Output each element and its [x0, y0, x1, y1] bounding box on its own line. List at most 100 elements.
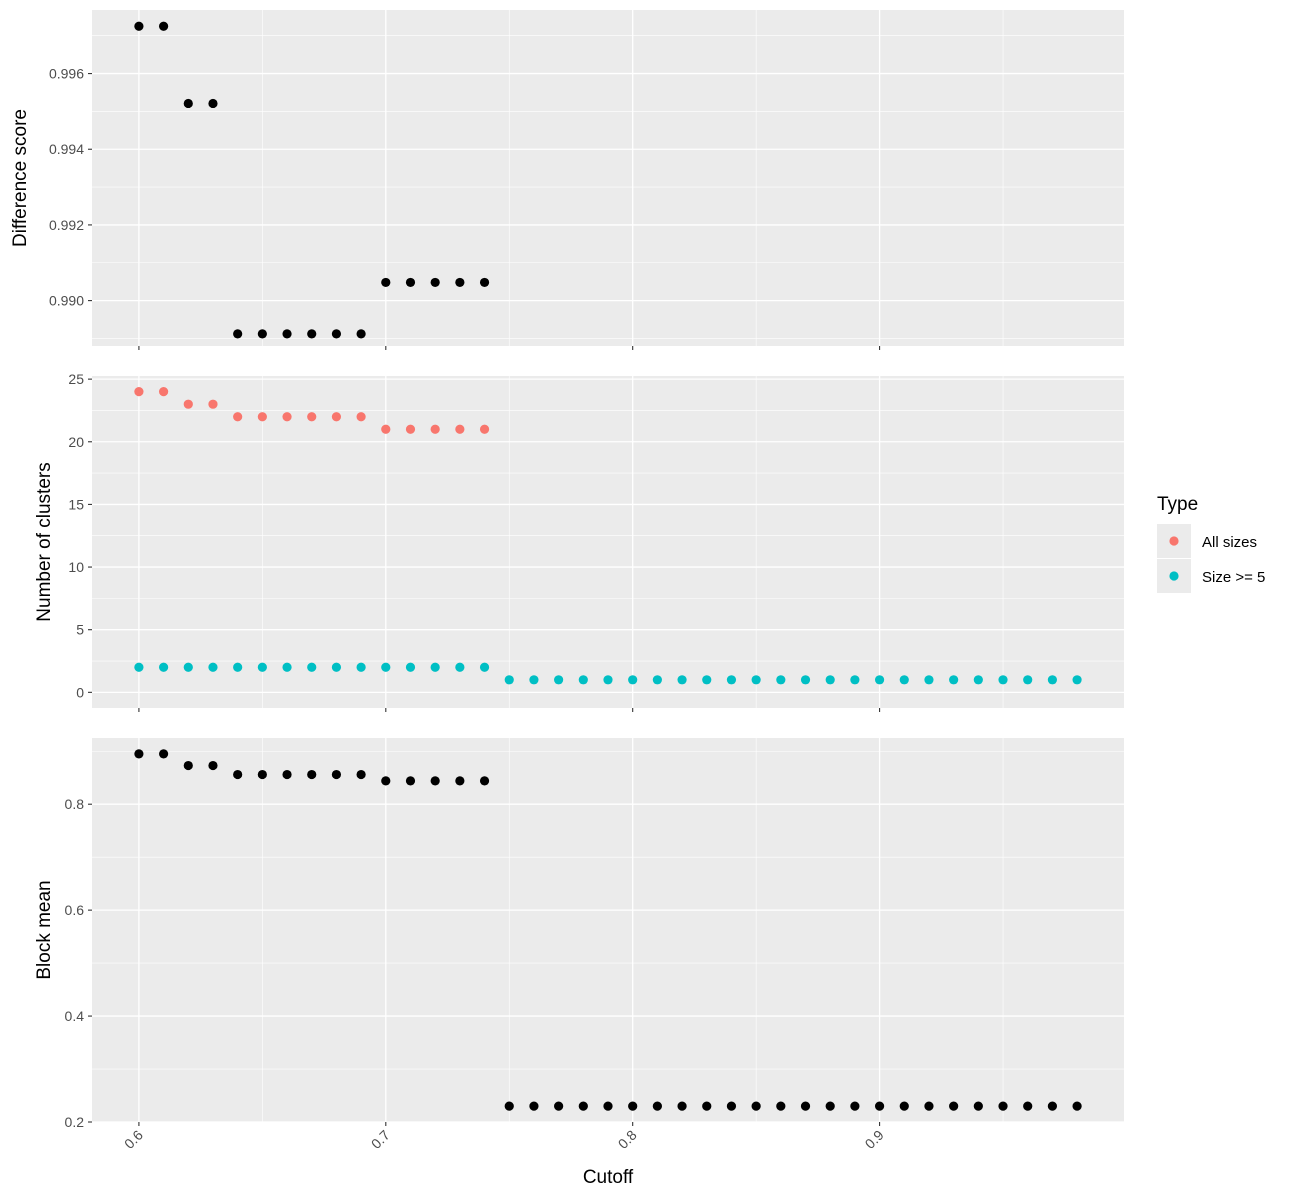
- point-all-sizes: [405, 424, 416, 434]
- x-tick-label: 0.7: [368, 1127, 393, 1152]
- panel-block-mean: 0.2 0.4 0.6 0.8 Block mean: [34, 738, 1124, 1130]
- point-size-5: [233, 662, 243, 672]
- y-tick-label: 5: [76, 622, 84, 638]
- point-size-5: [949, 675, 959, 685]
- x-tick-label: 0.8: [615, 1127, 640, 1152]
- point-series: [529, 1101, 539, 1111]
- y-tick-label: 0.996: [49, 66, 84, 82]
- point-size-5: [1023, 675, 1033, 685]
- point-series: [1047, 1101, 1058, 1111]
- point-size-5: [924, 675, 934, 685]
- point-series: [751, 1101, 761, 1111]
- point-series: [726, 1101, 737, 1111]
- point-series: [257, 329, 267, 339]
- point-series: [307, 329, 317, 339]
- point-size-5: [554, 675, 564, 685]
- point-series: [307, 769, 317, 780]
- panels: 0.990 0.992 0.994 0.996 Difference score 0 5 10…: [10, 10, 1124, 1152]
- point-size-5: [307, 662, 317, 672]
- point-series: [233, 329, 243, 339]
- y-tick-label: 0.2: [65, 1114, 85, 1130]
- y-tick-label: 0.992: [49, 217, 84, 233]
- point-all-sizes: [356, 412, 366, 422]
- point-size-5: [874, 675, 885, 685]
- point-series: [455, 277, 465, 288]
- point-series: [208, 98, 218, 109]
- point-series: [405, 277, 416, 288]
- point-series: [479, 277, 490, 288]
- point-size-5: [405, 662, 416, 672]
- point-all-sizes: [233, 412, 243, 422]
- point-series: [1023, 1101, 1033, 1111]
- point-series: [405, 776, 416, 786]
- point-all-sizes: [331, 412, 342, 422]
- y-axis-title: Block mean: [34, 880, 55, 979]
- point-series: [998, 1101, 1008, 1111]
- point-series: [282, 329, 292, 339]
- point-series: [554, 1101, 564, 1111]
- point-size-5: [603, 675, 613, 685]
- point-all-sizes: [183, 399, 193, 409]
- point-series: [331, 329, 342, 339]
- point-series: [874, 1101, 885, 1111]
- point-size-5: [998, 675, 1008, 685]
- point-series: [183, 760, 193, 771]
- point-series: [455, 776, 465, 786]
- point-series: [208, 760, 218, 771]
- point-series: [652, 1101, 662, 1111]
- point-size-5: [134, 662, 144, 672]
- point-size-5: [850, 675, 860, 685]
- point-size-5: [158, 662, 169, 672]
- point-size-5: [331, 662, 342, 672]
- point-size-5: [1047, 675, 1058, 685]
- point-series: [430, 776, 440, 786]
- y-tick-label: 0.8: [65, 796, 85, 812]
- point-size-5: [356, 662, 366, 672]
- point-series: [134, 21, 144, 31]
- point-series: [578, 1101, 588, 1111]
- point-size-5: [381, 662, 391, 672]
- point-size-5: [257, 662, 267, 672]
- point-series: [381, 277, 391, 288]
- point-series: [257, 769, 267, 780]
- point-series: [776, 1101, 786, 1111]
- point-series: [800, 1101, 811, 1111]
- y-tick-label: 0.994: [49, 141, 84, 157]
- point-size-5: [628, 675, 638, 685]
- y-tick-label: 25: [68, 371, 84, 387]
- point-series: [702, 1101, 712, 1111]
- point-series: [628, 1101, 638, 1111]
- point-series: [1072, 1101, 1082, 1111]
- point-series: [356, 329, 366, 339]
- point-series: [825, 1101, 835, 1111]
- panel-difference-score: 0.990 0.992 0.994 0.996 Difference score: [10, 10, 1124, 350]
- point-size-5: [677, 675, 687, 685]
- point-size-5: [652, 675, 662, 685]
- legend-title: Type: [1157, 494, 1198, 515]
- point-series: [134, 749, 144, 759]
- point-series: [850, 1101, 860, 1111]
- point-size-5: [702, 675, 712, 685]
- legend-label-size-ge-5: Size >= 5: [1202, 569, 1265, 586]
- point-size-5: [282, 662, 292, 672]
- x-tick-label: 0.6: [121, 1127, 146, 1152]
- point-all-sizes: [158, 387, 169, 397]
- point-all-sizes: [208, 399, 218, 409]
- y-tick-label: 20: [68, 434, 84, 450]
- point-size-5: [800, 675, 811, 685]
- point-all-sizes: [307, 412, 317, 422]
- point-all-sizes: [381, 424, 391, 434]
- point-series: [479, 776, 490, 786]
- point-size-5: [973, 675, 983, 685]
- y-tick-label: 10: [68, 559, 84, 575]
- y-axis-title: Difference score: [10, 109, 31, 247]
- y-axis-title: Number of clusters: [34, 462, 55, 621]
- point-series: [233, 769, 243, 780]
- point-series: [603, 1101, 613, 1111]
- point-size-5: [529, 675, 539, 685]
- panel-background: [92, 376, 1124, 708]
- point-all-sizes: [455, 424, 465, 434]
- y-tick-label: 0: [76, 684, 84, 700]
- point-series: [504, 1101, 514, 1111]
